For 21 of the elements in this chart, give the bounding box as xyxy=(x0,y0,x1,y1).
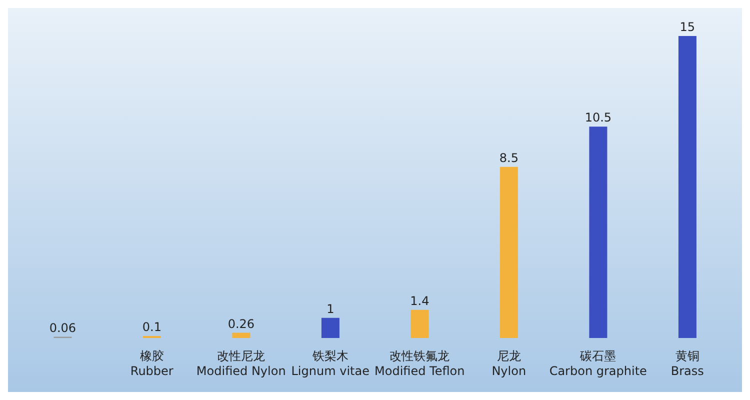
x-tick-label: 黄铜 Brass xyxy=(670,349,704,378)
bar xyxy=(232,332,250,338)
data-label: 0.1 xyxy=(142,320,162,334)
x-tick-label: 尼龙 Nylon xyxy=(492,349,526,378)
x-tick-label: 橡胶 Rubber xyxy=(130,349,174,378)
bar xyxy=(410,310,429,338)
bar xyxy=(678,36,696,338)
data-label: 10.5 xyxy=(584,110,612,125)
data-label: 0.06 xyxy=(49,320,76,335)
x-tick-label: 碳石墨 Carbon graphite xyxy=(549,349,647,378)
data-label: 1.4 xyxy=(410,294,430,308)
data-label: 15 xyxy=(680,20,696,34)
data-label: 1 xyxy=(326,302,334,316)
x-tick-label: 铁梨木 Lignum vitae xyxy=(291,349,370,378)
data-label: 0.26 xyxy=(228,316,255,331)
x-tick-label: 改性铁氟龙 Modified Teflon xyxy=(374,349,465,378)
bar xyxy=(500,166,518,338)
bar xyxy=(321,318,340,338)
x-tick-label: 改性尼龙 Modified Nylon xyxy=(196,349,286,378)
data-label: 8.5 xyxy=(499,150,518,165)
bar xyxy=(589,126,608,338)
